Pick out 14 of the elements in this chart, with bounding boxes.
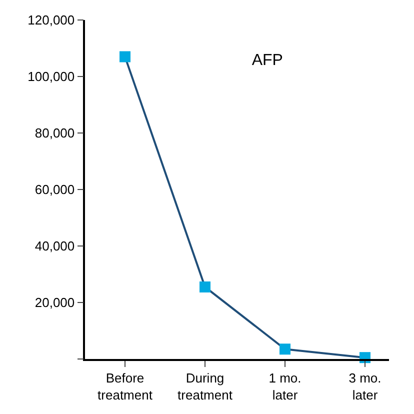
y-tick-label: 80,000 — [34, 126, 75, 141]
y-tick-label: 40,000 — [34, 238, 75, 254]
x-tick-label: Before treatment — [98, 370, 153, 402]
x-tick-label: During treatment — [178, 370, 233, 402]
y-tick-label: 120,000 — [28, 12, 75, 28]
point — [120, 51, 130, 62]
point — [200, 281, 210, 292]
y-tick-label: 100,000 — [28, 69, 75, 84]
x-tick-label: 1 mo. later — [268, 370, 302, 402]
text: AFP — [252, 52, 283, 70]
y-tick-label: 20,000 — [34, 295, 75, 310]
y-tick-label: 60,000 — [34, 182, 75, 198]
point — [280, 344, 290, 355]
x-tick-label: 3 mo. later — [348, 370, 382, 402]
